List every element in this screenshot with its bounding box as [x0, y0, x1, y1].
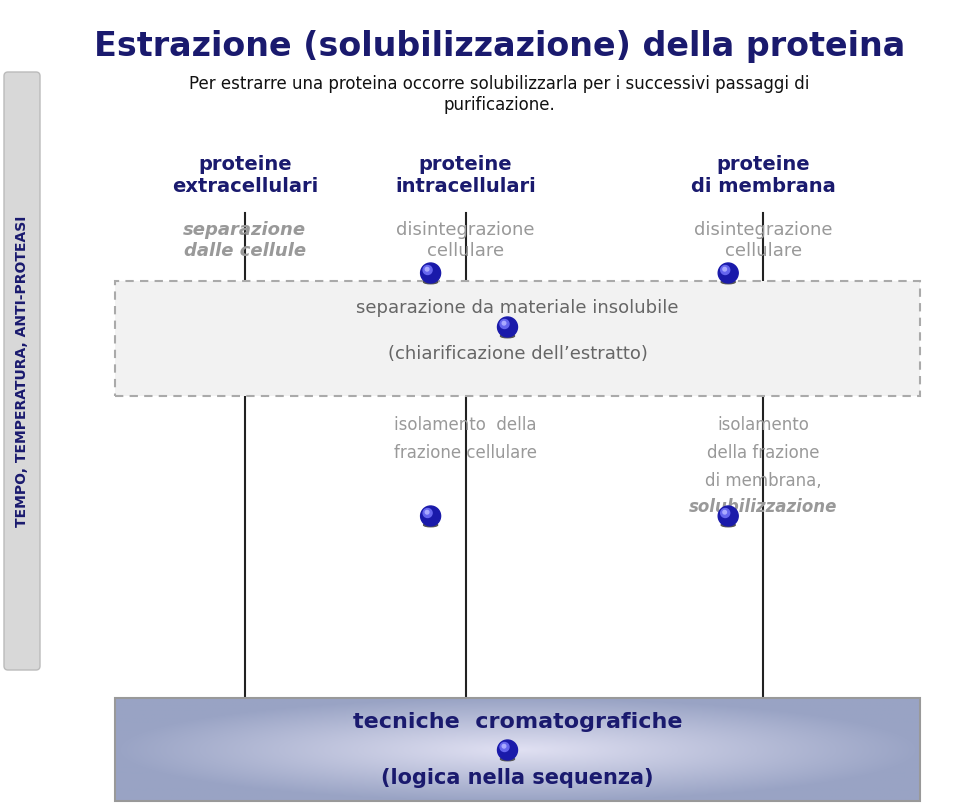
Text: solubilizzazione: solubilizzazione	[689, 498, 837, 516]
Circle shape	[497, 740, 517, 760]
Circle shape	[502, 322, 506, 325]
Text: separazione
dalle cellule: separazione dalle cellule	[183, 221, 306, 260]
Circle shape	[721, 265, 730, 275]
Text: isolamento  della: isolamento della	[395, 416, 537, 434]
Text: TEMPO, TEMPERATURA, ANTI-PROTEASI: TEMPO, TEMPERATURA, ANTI-PROTEASI	[15, 215, 29, 526]
FancyBboxPatch shape	[115, 281, 920, 396]
Text: proteine
extracellulari: proteine extracellulari	[172, 155, 318, 196]
Text: Per estrarre una proteina occorre solubilizzarla per i successivi passaggi di
pu: Per estrarre una proteina occorre solubi…	[189, 75, 809, 114]
Ellipse shape	[423, 523, 438, 527]
Ellipse shape	[500, 758, 515, 761]
Text: Estrazione (solubilizzazione) della proteina: Estrazione (solubilizzazione) della prot…	[93, 30, 905, 63]
Circle shape	[497, 317, 517, 337]
Circle shape	[723, 510, 727, 514]
Text: proteine
di membrana: proteine di membrana	[691, 155, 835, 196]
Text: proteine
intracellulari: proteine intracellulari	[396, 155, 536, 196]
Ellipse shape	[721, 280, 735, 284]
Text: (logica nella sequenza): (logica nella sequenza)	[381, 768, 654, 788]
Text: frazione cellulare: frazione cellulare	[395, 444, 537, 462]
Circle shape	[423, 265, 432, 275]
Circle shape	[425, 268, 429, 271]
Text: isolamento: isolamento	[717, 416, 809, 434]
Circle shape	[420, 506, 441, 526]
Text: della frazione: della frazione	[707, 444, 820, 462]
Circle shape	[718, 263, 738, 283]
Circle shape	[420, 263, 441, 283]
Circle shape	[425, 510, 429, 514]
Text: (chiarificazione dell’estratto): (chiarificazione dell’estratto)	[388, 345, 647, 363]
Text: tecniche  cromatografiche: tecniche cromatografiche	[352, 712, 683, 732]
Ellipse shape	[423, 280, 438, 284]
Circle shape	[723, 268, 727, 271]
Bar	[115, 698, 920, 801]
Text: di membrana,: di membrana,	[705, 472, 822, 490]
Circle shape	[718, 506, 738, 526]
Circle shape	[721, 509, 730, 517]
Ellipse shape	[500, 334, 515, 338]
Circle shape	[500, 319, 509, 329]
FancyBboxPatch shape	[4, 72, 40, 670]
Text: disintegrazione
cellulare: disintegrazione cellulare	[396, 221, 535, 260]
Circle shape	[500, 742, 509, 751]
Text: disintegrazione
cellulare: disintegrazione cellulare	[694, 221, 832, 260]
Circle shape	[423, 509, 432, 517]
Ellipse shape	[721, 523, 735, 527]
Text: separazione da materiale insolubile: separazione da materiale insolubile	[356, 299, 679, 317]
Circle shape	[502, 745, 506, 748]
